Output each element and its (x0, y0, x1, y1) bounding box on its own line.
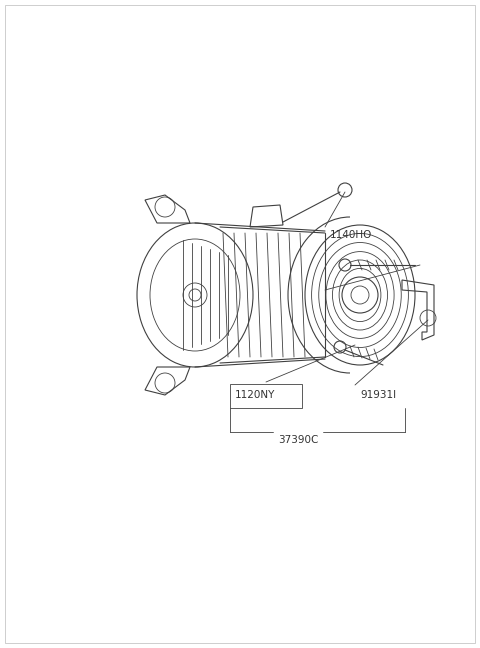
Text: 91931I: 91931I (360, 390, 396, 400)
Text: 37390C: 37390C (278, 435, 318, 445)
Text: 1120NY: 1120NY (235, 390, 276, 400)
Text: 1140HO: 1140HO (330, 230, 372, 240)
Bar (230, 384, 302, 408)
